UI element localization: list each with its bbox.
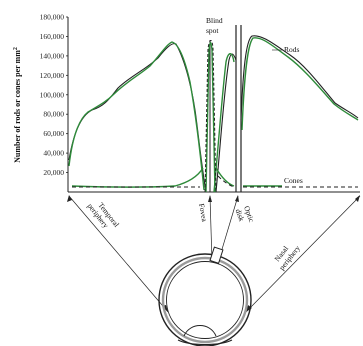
eye-lens bbox=[183, 325, 217, 337]
y-ticks: 20,000 40,000 60,000 80,000 100,000 120,000 14… bbox=[40, 13, 68, 177]
optic-nerve bbox=[209, 246, 224, 264]
optic-disk-label: Optic disk bbox=[234, 205, 257, 229]
cones-spike-green bbox=[205, 41, 216, 193]
blind-spot-label-2: spot bbox=[206, 26, 219, 35]
cones-label: Cones bbox=[284, 176, 303, 185]
curves bbox=[68, 35, 359, 193]
y-tick-label: 120,000 bbox=[40, 71, 65, 80]
y-axis-label-exponent: 2 bbox=[13, 47, 19, 50]
cones-curve-green-2 bbox=[215, 167, 235, 187]
y-tick-label: 140,000 bbox=[40, 51, 65, 60]
rods-curve-green-2 bbox=[213, 53, 235, 193]
y-tick-label: 80,000 bbox=[43, 110, 64, 119]
blind-spot-band bbox=[235, 25, 242, 192]
eye-diagram bbox=[158, 246, 252, 346]
rods-curve-green bbox=[68, 41, 205, 191]
cones-curve-green bbox=[71, 167, 204, 188]
eye-outer bbox=[158, 253, 252, 346]
annotations: Blind spot Rods Cones bbox=[206, 16, 303, 185]
rods-curve-black-2 bbox=[215, 53, 237, 193]
y-tick-label: 180,000 bbox=[40, 13, 65, 22]
y-tick-label: 60,000 bbox=[43, 129, 64, 138]
rods-label: Rods bbox=[284, 45, 300, 54]
cones-spike-dashed bbox=[204, 40, 217, 193]
eye-inner bbox=[166, 261, 244, 339]
region-leader-lines bbox=[68, 195, 361, 313]
y-tick-label: 20,000 bbox=[43, 168, 64, 177]
eye-iris bbox=[177, 339, 233, 345]
blind-spot-label-1: Blind bbox=[206, 16, 223, 25]
y-tick-label: 100,000 bbox=[40, 90, 65, 99]
fovea-label: Fovea bbox=[197, 203, 209, 223]
y-tick-label: 160,000 bbox=[40, 32, 65, 41]
temporal-periphery-label: Temporal periphery bbox=[86, 196, 123, 236]
y-tick-label: 40,000 bbox=[43, 149, 64, 158]
y-axis-label: Number of rods or cones per mm2 bbox=[13, 47, 22, 163]
rods-curve-black-3 bbox=[240, 35, 359, 121]
nasal-periphery-label: Nasal periphery bbox=[270, 238, 302, 272]
rods-curve-green-3 bbox=[241, 37, 359, 131]
eye-retina-gray bbox=[161, 256, 249, 344]
cones-curve-dashed bbox=[72, 175, 358, 188]
